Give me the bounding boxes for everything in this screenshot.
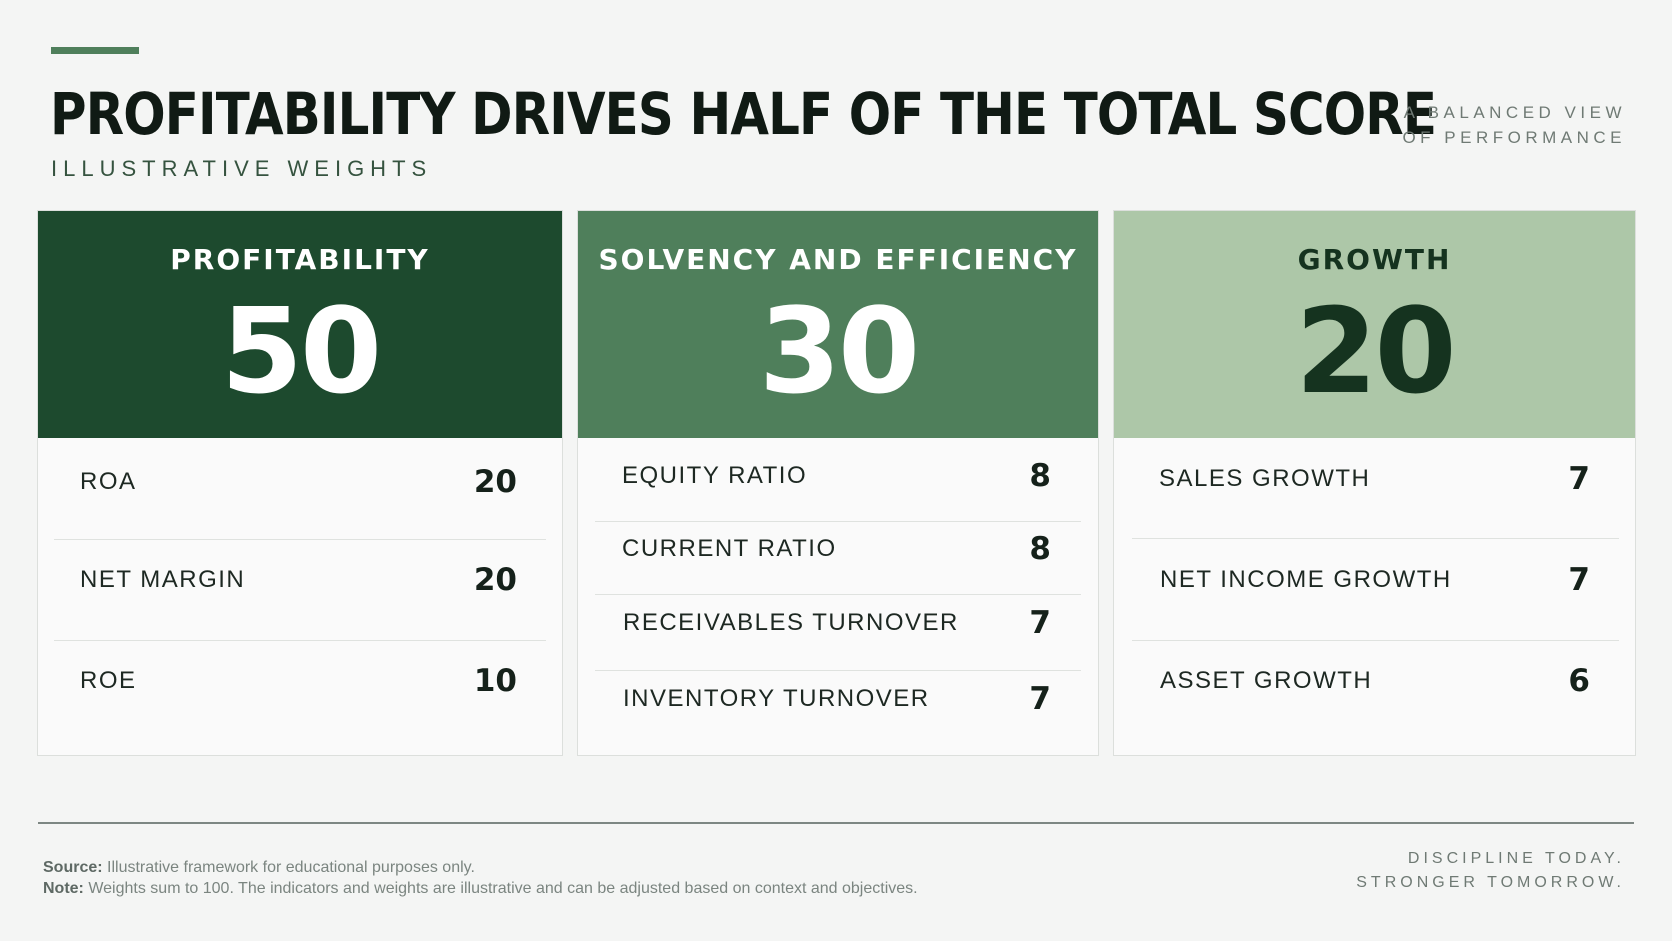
note-text: Weights sum to 100. The indicators and w… <box>88 880 918 897</box>
row-divider <box>54 539 546 540</box>
row-divider <box>595 594 1081 595</box>
card-solvency-efficiency: SOLVENCY AND EFFICIENCY 30 EQUITY RATIO … <box>577 210 1099 756</box>
card-score: 50 <box>220 282 382 420</box>
footer-notes: Source: Illustrative framework for educa… <box>43 857 918 899</box>
row-divider <box>595 670 1081 671</box>
card-score: 20 <box>1295 282 1456 420</box>
row-divider <box>54 640 546 641</box>
indicator-name: SALES GROWTH <box>1159 465 1371 492</box>
footer-tag-line-2: STRONGER TOMORROW. <box>1356 874 1625 891</box>
indicator-name: RECEIVABLES TURNOVER <box>623 609 959 636</box>
tagline-line-2: OF PERFORMANCE <box>1402 128 1626 147</box>
indicator-weight: 8 <box>1029 458 1051 494</box>
indicator-weight: 10 <box>473 663 517 699</box>
card-header: GROWTH 20 <box>1114 211 1635 438</box>
note-label: Note: <box>43 880 84 897</box>
card-label: GROWTH <box>1297 243 1452 276</box>
page-title: PROFITABILITY DRIVES HALF OF THE TOTAL S… <box>50 80 1437 148</box>
indicator-name: INVENTORY TURNOVER <box>623 685 930 712</box>
tagline-line-1: A BALANCED VIEW <box>1403 103 1626 122</box>
indicator-weight: 8 <box>1029 531 1051 567</box>
indicator-weight: 7 <box>1568 562 1590 598</box>
indicator-weight: 7 <box>1029 681 1051 717</box>
indicator-name: NET MARGIN <box>80 566 246 593</box>
indicator-name: CURRENT RATIO <box>622 535 837 562</box>
card-body: EQUITY RATIO 8 CURRENT RATIO 8 RECEIVABL… <box>578 438 1098 757</box>
card-label: SOLVENCY AND EFFICIENCY <box>598 243 1078 276</box>
card-label: PROFITABILITY <box>170 243 430 276</box>
row-divider <box>1132 640 1619 641</box>
source-label: Source: <box>43 859 103 876</box>
header-tagline: A BALANCED VIEW OF PERFORMANCE <box>1402 100 1626 150</box>
indicator-weight: 7 <box>1029 605 1051 641</box>
footer-tag-line-1: DISCIPLINE TODAY. <box>1407 850 1625 867</box>
indicator-name: EQUITY RATIO <box>622 462 808 489</box>
card-body: SALES GROWTH 7 NET INCOME GROWTH 7 ASSET… <box>1114 438 1635 757</box>
indicator-name: ASSET GROWTH <box>1160 667 1373 694</box>
card-header: SOLVENCY AND EFFICIENCY 30 <box>578 211 1098 438</box>
card-profitability: PROFITABILITY 50 ROA 20 NET MARGIN 20 RO… <box>37 210 563 756</box>
row-divider <box>1132 538 1619 539</box>
row-divider <box>595 521 1081 522</box>
source-text: Illustrative framework for educational p… <box>107 859 475 876</box>
indicator-weight: 7 <box>1568 461 1590 497</box>
indicator-weight: 20 <box>473 562 517 598</box>
footer-tagline: DISCIPLINE TODAY. STRONGER TOMORROW. <box>1356 847 1625 895</box>
indicator-name: ROA <box>80 468 137 495</box>
indicator-name: NET INCOME GROWTH <box>1160 566 1452 593</box>
card-score: 30 <box>758 282 920 420</box>
card-growth: GROWTH 20 SALES GROWTH 7 NET INCOME GROW… <box>1113 210 1636 756</box>
card-body: ROA 20 NET MARGIN 20 ROE 10 <box>38 438 562 757</box>
indicator-name: ROE <box>80 667 137 694</box>
accent-bar <box>51 47 139 54</box>
page-subtitle: ILLUSTRATIVE WEIGHTS <box>51 156 433 181</box>
indicator-weight: 20 <box>473 464 517 500</box>
source-line: Source: Illustrative framework for educa… <box>43 857 918 878</box>
note-line: Note: Weights sum to 100. The indicators… <box>43 878 918 899</box>
card-header: PROFITABILITY 50 <box>38 211 562 438</box>
footer-divider <box>38 822 1634 824</box>
indicator-weight: 6 <box>1568 663 1590 699</box>
